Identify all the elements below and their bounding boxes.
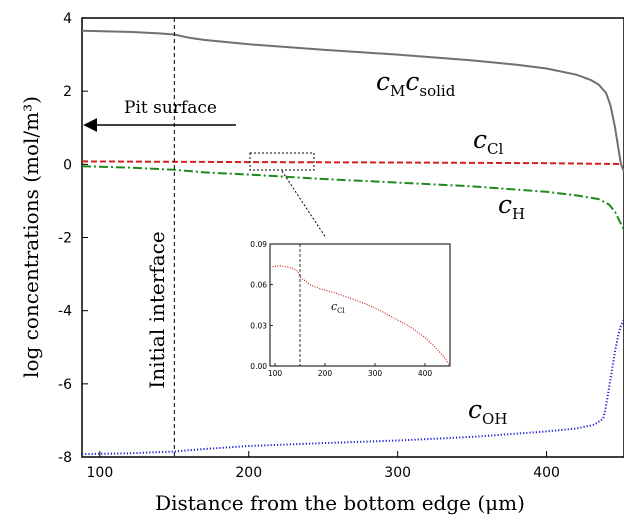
inset-y-tick-label: 0.03 (250, 321, 267, 330)
y-tick-label: -6 (58, 377, 72, 393)
series-label-cm-csolid: cMcsolid (376, 67, 456, 100)
x-tick-label: 400 (533, 465, 560, 481)
inset-y-tick-label: 0.06 (250, 281, 267, 290)
inset-y-tick-label: 0.09 (250, 240, 267, 249)
y-axis-title: log concentrations (mol/m³) (19, 96, 43, 378)
series-line-coh (81, 319, 624, 456)
y-tick-label: 4 (63, 11, 72, 27)
zoom-leader-line (281, 170, 327, 239)
inset-x-tick-label: 200 (318, 369, 333, 378)
series-line-ccl (81, 160, 622, 165)
series-label-coh: cOH (468, 395, 507, 428)
inset-x-tick-label: 100 (268, 369, 283, 378)
x-tick-label: 200 (235, 465, 262, 481)
y-tick-label: -4 (58, 304, 72, 320)
inset-series-label-ccl: cCl (331, 300, 346, 315)
inset-y-tick-label: 0.00 (250, 362, 267, 371)
inset-background (270, 244, 450, 366)
y-tick-label: 2 (63, 84, 72, 100)
series-line-cmcsolid (81, 29, 624, 172)
inset-x-tick-label: 300 (368, 369, 383, 378)
series-label-ccl: cCl (473, 125, 503, 158)
series-line-ch (81, 165, 624, 231)
x-tick-label: 100 (87, 465, 114, 481)
x-tick-label: 300 (384, 465, 411, 481)
y-tick-label: 0 (63, 157, 72, 173)
series-label-ch: cH (498, 190, 525, 223)
y-tick-label: -8 (58, 450, 72, 466)
inset-x-tick-label: 400 (418, 369, 433, 378)
inset-frame (269, 243, 451, 367)
initial-interface-label: Initial interface (145, 231, 169, 388)
y-tick-label: -2 (58, 231, 72, 247)
pit-surface-label: Pit surface (124, 98, 217, 118)
x-axis-title: Distance from the bottom edge (μm) (155, 491, 525, 515)
zoom-region-box (249, 152, 315, 171)
